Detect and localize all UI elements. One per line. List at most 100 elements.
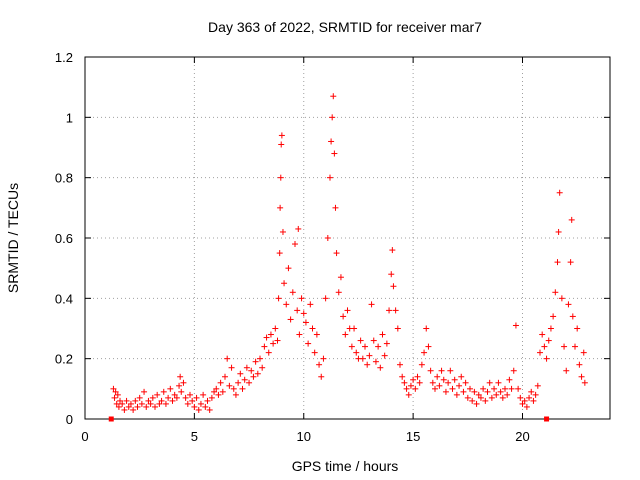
data-point xyxy=(475,391,482,398)
data-point xyxy=(342,331,349,338)
data-point xyxy=(389,247,396,254)
data-point xyxy=(482,397,489,404)
plot-frame xyxy=(84,56,611,420)
data-point xyxy=(418,361,425,368)
data-point xyxy=(270,340,277,347)
data-point xyxy=(235,379,242,386)
data-point xyxy=(379,331,386,338)
data-point xyxy=(432,385,438,392)
data-point xyxy=(521,397,528,404)
data-point xyxy=(480,385,487,392)
x-tick-label: 5 xyxy=(191,429,198,444)
y-tick-label: 0.8 xyxy=(55,171,73,186)
data-point xyxy=(539,331,546,338)
data-point xyxy=(537,349,543,356)
y-axis-title: SRMTID / TECUs xyxy=(5,183,21,293)
data-point xyxy=(377,364,384,371)
data-point xyxy=(442,388,449,395)
y-tick-label: 0.6 xyxy=(55,231,73,246)
data-point xyxy=(123,397,130,404)
data-point xyxy=(300,310,307,317)
data-point xyxy=(581,379,588,386)
data-point xyxy=(252,358,259,365)
data-point xyxy=(486,379,493,386)
x-axis-title: GPS time / hours xyxy=(292,458,399,474)
data-point xyxy=(558,295,565,302)
data-point xyxy=(399,373,406,380)
data-point xyxy=(329,114,336,121)
data-point xyxy=(508,385,515,392)
data-point xyxy=(289,289,296,296)
data-point xyxy=(158,397,165,404)
data-point xyxy=(495,379,502,386)
data-point xyxy=(458,373,465,380)
data-point xyxy=(547,325,554,332)
data-point xyxy=(136,394,143,401)
data-point xyxy=(572,343,578,350)
data-point xyxy=(567,259,574,266)
data-point xyxy=(219,388,226,395)
data-point xyxy=(556,189,563,196)
data-point xyxy=(451,376,458,383)
data-point xyxy=(473,400,480,407)
data-point xyxy=(449,385,456,392)
data-point xyxy=(267,331,274,338)
data-point xyxy=(467,385,473,392)
data-point xyxy=(353,349,360,356)
data-point xyxy=(302,319,309,326)
data-point xyxy=(576,361,583,368)
data-point xyxy=(388,271,395,278)
data-point xyxy=(425,343,432,350)
data-point xyxy=(246,379,253,386)
data-point xyxy=(132,397,139,404)
data-point xyxy=(228,364,235,371)
data-point xyxy=(237,370,244,377)
data-point xyxy=(217,379,224,386)
data-point xyxy=(362,343,368,350)
data-point xyxy=(206,406,213,413)
data-point xyxy=(506,376,513,383)
data-point xyxy=(497,388,504,395)
data-point xyxy=(121,406,128,413)
data-point xyxy=(215,391,222,398)
data-point xyxy=(554,259,561,266)
data-point xyxy=(189,397,196,404)
data-point xyxy=(460,388,467,395)
data-point xyxy=(278,132,285,139)
data-point xyxy=(328,138,335,145)
data-point xyxy=(543,355,550,362)
data-point xyxy=(318,373,325,380)
data-point xyxy=(177,373,184,380)
data-point xyxy=(416,379,423,386)
data-point xyxy=(184,400,191,407)
data-point xyxy=(239,385,246,392)
y-tick-label: 1 xyxy=(66,110,73,125)
data-point xyxy=(281,280,288,287)
data-point xyxy=(488,394,495,401)
data-point xyxy=(340,313,347,320)
data-point xyxy=(381,352,388,359)
data-points xyxy=(110,93,588,413)
data-point xyxy=(434,373,441,380)
data-point xyxy=(491,385,498,392)
data-point xyxy=(370,337,377,344)
data-point xyxy=(327,174,333,181)
data-point xyxy=(265,349,272,356)
data-point xyxy=(182,394,189,401)
data-point xyxy=(335,289,342,296)
data-point xyxy=(574,325,581,332)
data-point xyxy=(115,403,122,410)
data-point xyxy=(414,373,421,380)
data-point xyxy=(173,394,180,401)
data-point xyxy=(390,283,397,290)
x-tick-label: 0 xyxy=(81,429,88,444)
data-point xyxy=(292,241,298,248)
data-point xyxy=(294,307,301,314)
data-point xyxy=(462,379,469,386)
data-point xyxy=(517,394,524,401)
data-point xyxy=(532,391,539,398)
data-point xyxy=(561,343,568,350)
data-point xyxy=(344,307,351,314)
y-tick-label: 0 xyxy=(66,412,73,427)
